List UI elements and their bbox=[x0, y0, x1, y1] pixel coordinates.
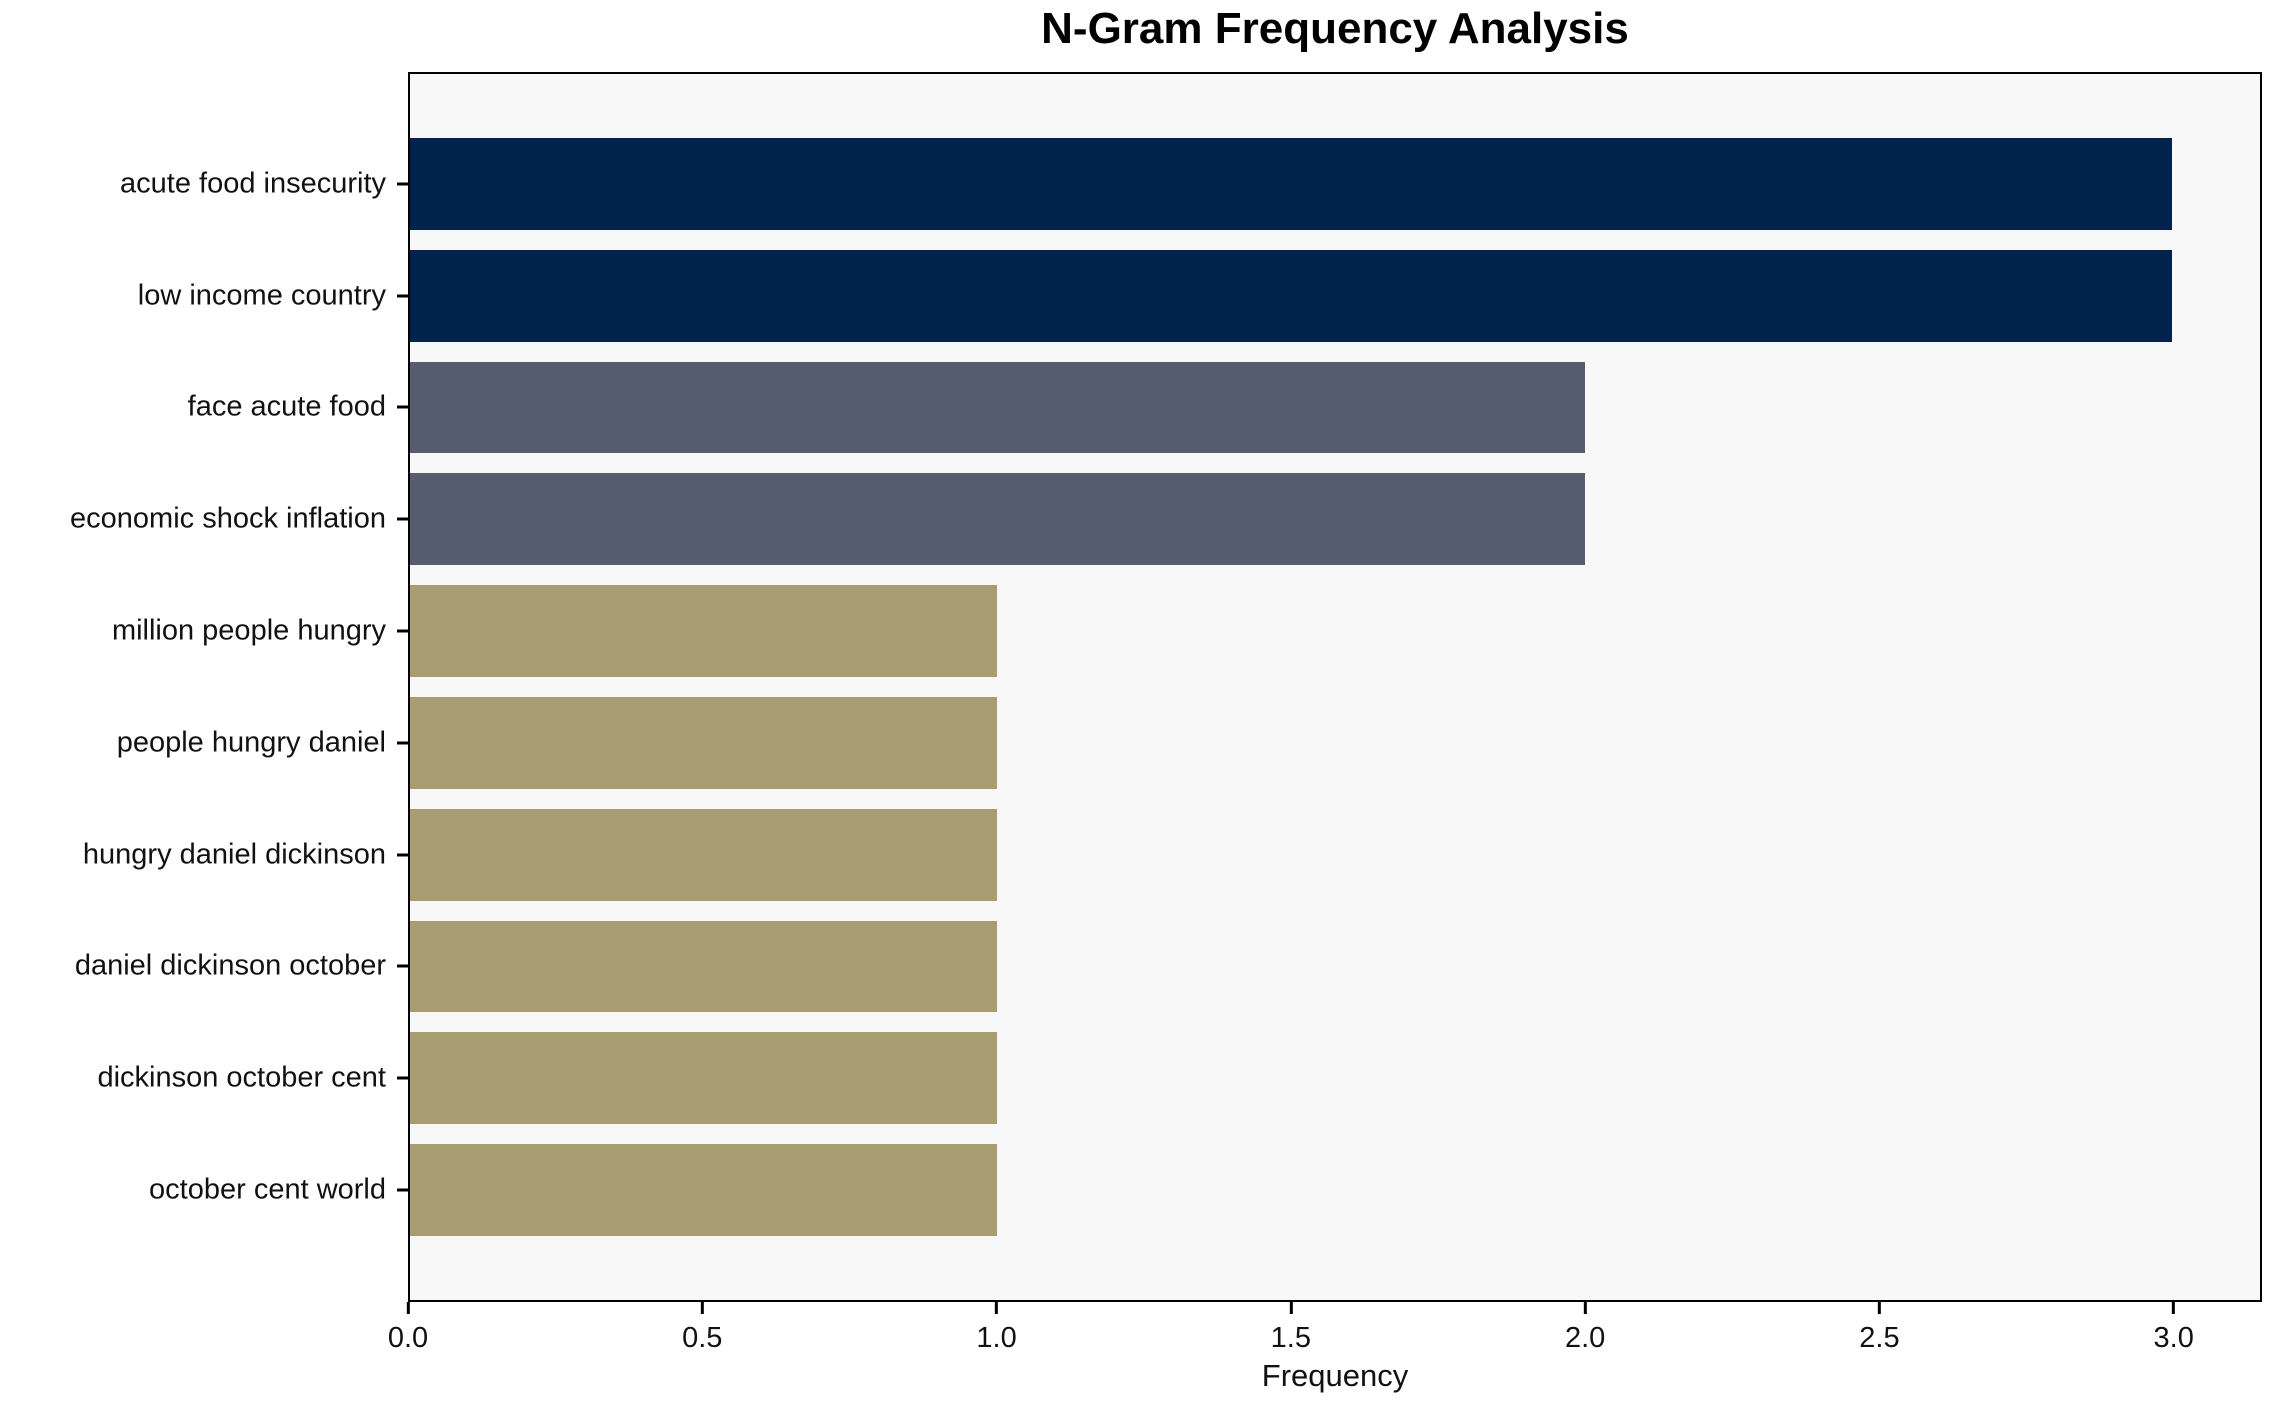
x-tick-label: 1.5 bbox=[1270, 1322, 1312, 1354]
x-tick: 1.5 bbox=[1271, 1302, 1311, 1355]
bar-row: acute food insecurity bbox=[120, 128, 2260, 240]
bar-row: low income country bbox=[138, 240, 2260, 352]
chart-title: N-Gram Frequency Analysis bbox=[1041, 4, 1629, 53]
y-tick-mark bbox=[397, 405, 408, 409]
x-tick-mark bbox=[1289, 1302, 1293, 1314]
x-tick-label: 0.0 bbox=[387, 1322, 429, 1354]
x-axis: 0.0 0.5 1.0 1.5 2.0 2.5 3.0 bbox=[388, 1302, 2262, 1372]
bar bbox=[410, 808, 998, 901]
x-tick: 1.0 bbox=[976, 1302, 1017, 1355]
x-tick: 2.0 bbox=[1565, 1302, 1605, 1355]
x-tick-mark bbox=[700, 1302, 704, 1314]
bar bbox=[410, 585, 998, 677]
y-axis-category-label: million people hungry bbox=[111, 614, 386, 647]
bar bbox=[410, 1144, 998, 1236]
y-tick-mark bbox=[397, 517, 408, 521]
x-tick-label: 2.5 bbox=[1859, 1322, 1900, 1354]
y-tick-mark bbox=[397, 629, 408, 633]
bar bbox=[410, 138, 2172, 230]
y-tick-mark bbox=[397, 853, 408, 857]
bar-row: million people hungry bbox=[112, 575, 2260, 687]
bar-row: hungry daniel dickinson bbox=[83, 799, 2260, 911]
bar-row: dickinson october cent bbox=[97, 1022, 2260, 1134]
y-axis-category-label: face acute food bbox=[187, 390, 386, 423]
plot-area: acute food insecurity low income country f… bbox=[70, 72, 2262, 1302]
y-axis-category-label: dickinson october cent bbox=[97, 1061, 386, 1094]
bar bbox=[410, 920, 998, 1013]
bar-row: economic shock inflation bbox=[70, 463, 2260, 575]
x-tick-label: 1.0 bbox=[976, 1322, 1017, 1354]
y-tick-mark bbox=[397, 294, 408, 298]
y-axis-category-label: hungry daniel dickinson bbox=[82, 838, 386, 871]
y-tick-mark bbox=[397, 964, 408, 968]
y-tick-mark bbox=[397, 1188, 408, 1192]
y-axis-category-label: low income country bbox=[137, 279, 386, 312]
x-tick-mark bbox=[1877, 1302, 1881, 1314]
bar bbox=[410, 1032, 998, 1125]
x-tick-mark bbox=[995, 1302, 999, 1314]
x-tick: 0.0 bbox=[388, 1302, 428, 1355]
y-tick-mark bbox=[397, 182, 408, 186]
x-tick-label: 3.0 bbox=[2153, 1322, 2194, 1354]
x-tick-mark bbox=[2172, 1302, 2176, 1314]
bar bbox=[410, 249, 2172, 342]
bar-row: people hungry daniel bbox=[117, 687, 2260, 799]
bar bbox=[410, 361, 1585, 454]
x-tick: 3.0 bbox=[2154, 1302, 2194, 1355]
bar-row: face acute food bbox=[188, 352, 2260, 464]
y-tick-mark bbox=[397, 1076, 408, 1080]
x-tick-mark bbox=[1583, 1302, 1587, 1314]
y-axis-category-label: economic shock inflation bbox=[70, 502, 386, 535]
x-tick-label: 0.5 bbox=[682, 1322, 723, 1354]
y-axis-category-label: daniel dickinson october bbox=[74, 949, 386, 982]
x-tick: 0.5 bbox=[682, 1302, 722, 1355]
x-axis-title: Frequency bbox=[1261, 1358, 1409, 1393]
x-tick-label: 2.0 bbox=[1564, 1322, 1606, 1354]
bar-row: daniel dickinson october bbox=[75, 911, 2260, 1023]
y-axis-category-label: people hungry daniel bbox=[116, 726, 386, 759]
y-axis-category-label: acute food insecurity bbox=[120, 167, 386, 200]
x-tick: 2.5 bbox=[1859, 1302, 1900, 1355]
y-axis-category-label: october cent world bbox=[149, 1173, 386, 1206]
bars-container: acute food insecurity low income country f… bbox=[70, 74, 2260, 1300]
x-tick-mark bbox=[406, 1302, 410, 1314]
y-tick-mark bbox=[397, 741, 408, 745]
bar-row: october cent world bbox=[149, 1134, 2260, 1246]
bar bbox=[410, 473, 1585, 566]
bar bbox=[410, 697, 998, 789]
